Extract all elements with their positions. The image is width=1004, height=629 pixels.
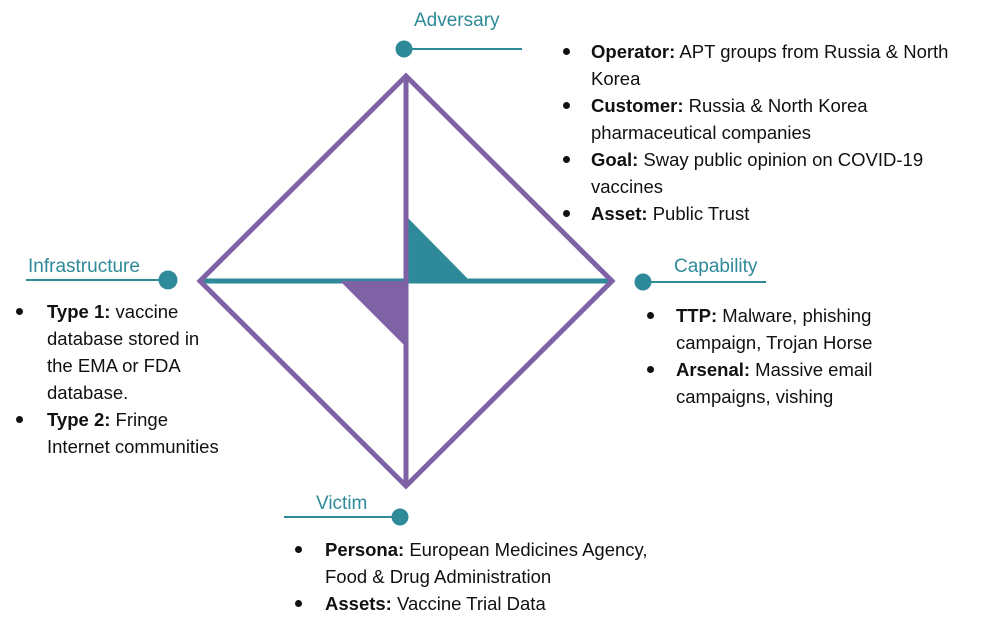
victim-title: Victim [316,493,368,514]
adversary-list: Operator: APT groups from Russia & North… [563,38,991,227]
list-item: Operator: APT groups from Russia & North… [563,38,991,92]
item-text: European Medicines Agency, Food & Drug A… [325,539,648,587]
list-item: Customer: Russia & North Korea pharmaceu… [563,92,991,146]
bullet-icon [16,416,23,423]
bullet-icon [563,210,570,217]
infrastructure-list: Type 1: vaccine database stored in the E… [16,298,227,460]
item-text: APT groups from Russia & North Korea [591,41,949,89]
bullet-icon [647,312,654,319]
list-item: Asset: Public Trust [563,200,991,227]
infrastructure-connector-dot [158,270,178,290]
capability-connector-dot [634,273,652,291]
item-key: Customer: [591,95,684,116]
victim-list: Persona: European Medicines Agency, Food… [295,536,685,617]
list-item: Goal: Sway public opinion on COVID-19 va… [563,146,991,200]
item-text: Fringe Internet communities [47,409,219,457]
capability-title: Capability [674,256,758,277]
list-item: Persona: European Medicines Agency, Food… [295,536,685,590]
list-item: Assets: Vaccine Trial Data [295,590,685,617]
infrastructure-title: Infrastructure [28,256,140,277]
item-key: Operator: [591,41,676,62]
bullet-icon [295,600,302,607]
adversary-title: Adversary [414,10,500,31]
bullet-icon [647,366,654,373]
bullet-icon [295,546,302,553]
item-key: Type 2: [47,409,111,430]
item-text: Russia & North Korea pharmaceutical comp… [591,95,868,143]
teal-triangle [406,216,470,281]
adversary-connector-dot [395,40,413,58]
item-key: Asset: [591,203,648,224]
list-item: Arsenal: Massive email campaigns, vishin… [647,356,876,410]
bullet-icon [563,48,570,55]
bullet-icon [563,156,570,163]
item-key: Assets: [325,593,392,614]
list-item: Type 1: vaccine database stored in the E… [16,298,227,406]
item-key: Goal: [591,149,639,170]
item-text: Vaccine Trial Data [396,593,546,614]
item-text: Public Trust [652,203,750,224]
item-key: Persona: [325,539,405,560]
item-key: TTP: [676,305,718,326]
list-item: Type 2: Fringe Internet communities [16,406,227,460]
item-key: Type 1: [47,301,111,322]
purple-triangle [340,281,406,347]
item-key: Arsenal: [676,359,751,380]
victim-connector-dot [391,508,409,526]
item-text: Malware, phishing campaign, Trojan Horse [676,305,873,353]
list-item: TTP: Malware, phishing campaign, Trojan … [647,302,876,356]
item-text: Massive email campaigns, vishing [676,359,873,407]
capability-list: TTP: Malware, phishing campaign, Trojan … [647,302,876,410]
bullet-icon [563,102,570,109]
bullet-icon [16,308,23,315]
item-text: vaccine database stored in the EMA or FD… [47,301,200,403]
item-text: Sway public opinion on COVID-19 vaccines [591,149,924,197]
